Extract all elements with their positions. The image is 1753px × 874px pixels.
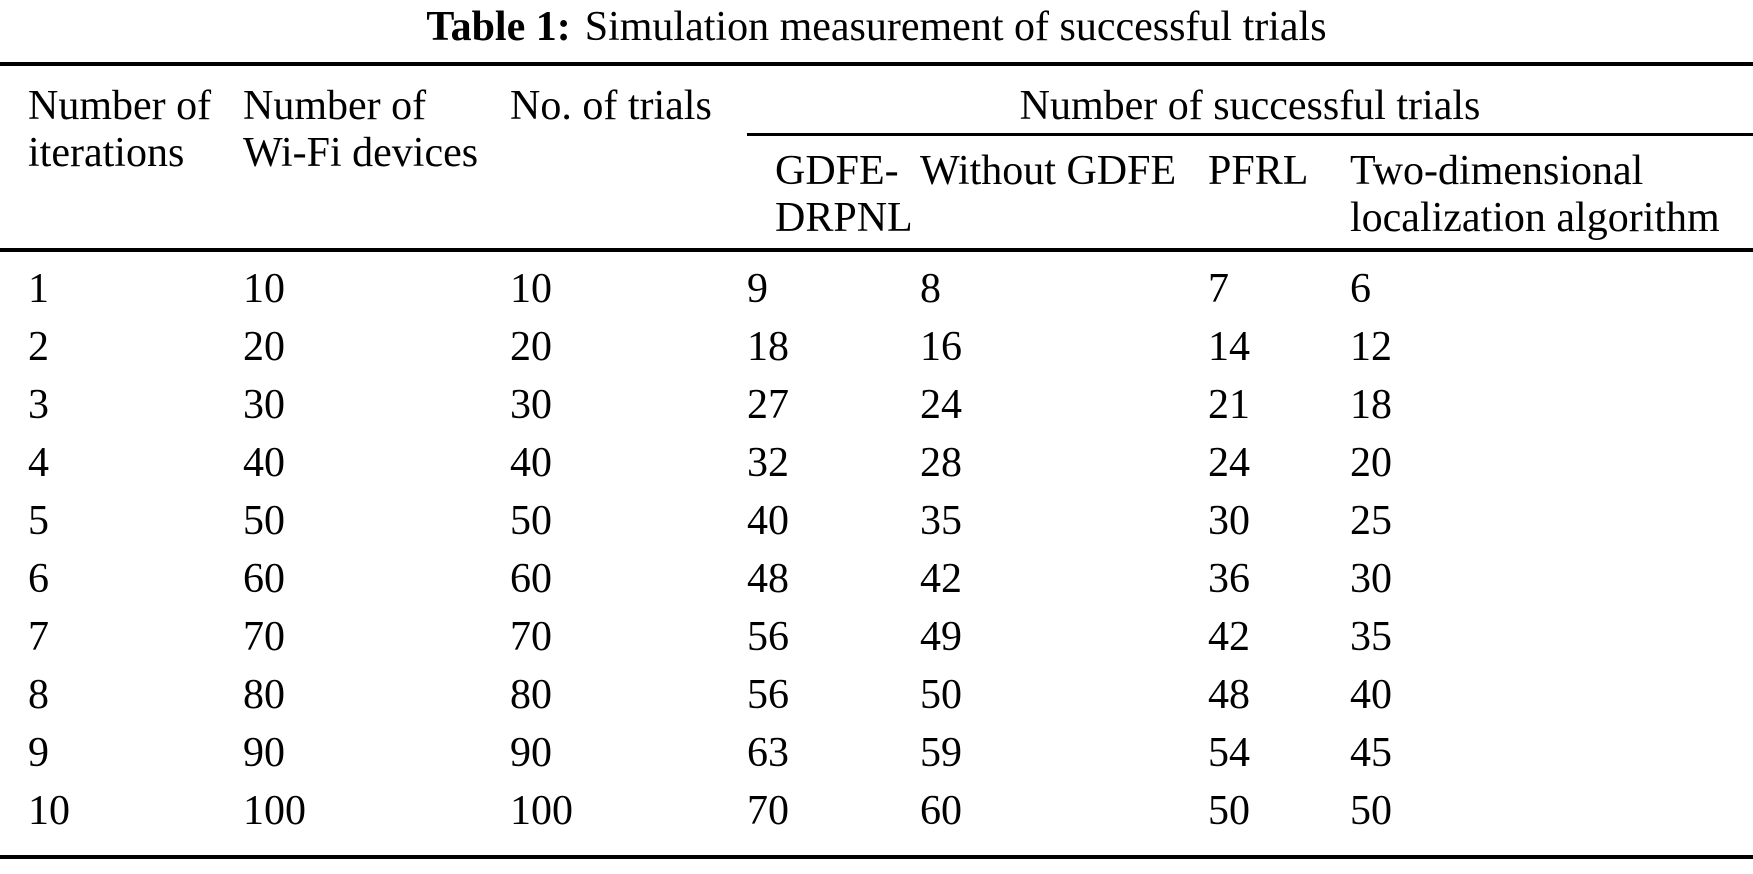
- simulation-results-table: Number of iterations Number of Wi-Fi dev…: [0, 62, 1753, 859]
- table-cell: 24: [920, 382, 962, 428]
- table-cell: 100: [510, 788, 573, 834]
- header-row-sub: GDFE- DRPNL Without GDFE PFRL Two-dimens…: [0, 134, 1753, 250]
- table-cell: 20: [243, 324, 285, 370]
- table-body: 1 10 10 9 8 7 6 2 20 20 18 16 14 12 3 30…: [0, 250, 1753, 857]
- table-cell: 24: [1208, 440, 1250, 486]
- column-header-pfrl: PFRL: [1208, 147, 1309, 194]
- table-cell: 42: [1208, 614, 1250, 660]
- table-cell: 30: [510, 382, 552, 428]
- table-cell: 56: [747, 614, 789, 660]
- table-cell: 50: [1208, 788, 1250, 834]
- table-cell: 48: [1208, 672, 1250, 718]
- table-cell: 21: [1208, 382, 1250, 428]
- table-cell: 60: [243, 556, 285, 602]
- table-cell: 7: [1208, 266, 1229, 312]
- table-row: 4 40 40 32 28 24 20: [0, 434, 1753, 492]
- table-cell: 70: [747, 788, 789, 834]
- table-cell: 56: [747, 672, 789, 718]
- table-cell: 42: [920, 556, 962, 602]
- column-header-iterations: Number of iterations: [28, 83, 212, 176]
- table-cell: 18: [1350, 382, 1392, 428]
- table-cell: 70: [510, 614, 552, 660]
- table-cell: 12: [1350, 324, 1392, 370]
- table-cell: 20: [1350, 440, 1392, 486]
- table-cell: 27: [747, 382, 789, 428]
- table-cell: 59: [920, 730, 962, 776]
- table-cell: 32: [747, 440, 789, 486]
- table-cell: 6: [28, 556, 49, 602]
- table-cell: 54: [1208, 730, 1250, 776]
- table-cell: 40: [243, 440, 285, 486]
- table-cell: 50: [1350, 788, 1392, 834]
- column-header-wifi-devices: Number of Wi-Fi devices: [243, 83, 479, 176]
- column-header-without-gdfe: Without GDFE: [920, 147, 1177, 194]
- table-cell: 4: [28, 440, 49, 486]
- table-caption: Table 1: Simulation measurement of succes…: [0, 0, 1753, 62]
- table-row: 6 60 60 48 42 36 30: [0, 550, 1753, 608]
- table-cell: 36: [1208, 556, 1250, 602]
- table-cell: 30: [1208, 498, 1250, 544]
- table-caption-label: Table 1:: [426, 4, 571, 50]
- table-cell: 60: [920, 788, 962, 834]
- table-cell: 50: [243, 498, 285, 544]
- table-cell: 20: [510, 324, 552, 370]
- table-caption-text: Simulation measurement of successful tri…: [584, 4, 1327, 50]
- table-row: 3 30 30 27 24 21 18: [0, 376, 1753, 434]
- table-cell: 30: [243, 382, 285, 428]
- table-cell: 18: [747, 324, 789, 370]
- table-cell: 25: [1350, 498, 1392, 544]
- table-header: Number of iterations Number of Wi-Fi dev…: [0, 64, 1753, 250]
- table-cell: 80: [510, 672, 552, 718]
- table-cell: 10: [510, 266, 552, 312]
- column-group-successful-trials: Number of successful trials: [747, 64, 1753, 136]
- table-row: 1 10 10 9 8 7 6: [0, 250, 1753, 318]
- table-cell: 49: [920, 614, 962, 660]
- table-row: 10 100 100 70 60 50 50: [0, 782, 1753, 857]
- header-row-top: Number of iterations Number of Wi-Fi dev…: [0, 64, 1753, 176]
- table-cell: 9: [28, 730, 49, 776]
- table-cell: 14: [1208, 324, 1250, 370]
- table-cell: 90: [243, 730, 285, 776]
- table-cell: 7: [28, 614, 49, 660]
- table-row: 5 50 50 40 35 30 25: [0, 492, 1753, 550]
- table-cell: 48: [747, 556, 789, 602]
- table-cell: 28: [920, 440, 962, 486]
- column-header-gdfe-drpnl: GDFE- DRPNL: [775, 147, 913, 241]
- table-cell: 16: [920, 324, 962, 370]
- table-cell: 50: [920, 672, 962, 718]
- table-cell: 70: [243, 614, 285, 660]
- column-header-no-of-trials: No. of trials: [510, 83, 712, 129]
- table-cell: 6: [1350, 266, 1371, 312]
- table-cell: 35: [920, 498, 962, 544]
- table-cell: 9: [747, 266, 768, 312]
- table-cell: 63: [747, 730, 789, 776]
- table-cell: 8: [28, 672, 49, 718]
- table-cell: 40: [747, 498, 789, 544]
- table-row: 2 20 20 18 16 14 12: [0, 318, 1753, 376]
- table-row: 8 80 80 56 50 48 40: [0, 666, 1753, 724]
- table-cell: 10: [243, 266, 285, 312]
- table-row: 9 90 90 63 59 54 45: [0, 724, 1753, 782]
- table-cell: 1: [28, 266, 49, 312]
- table-cell: 3: [28, 382, 49, 428]
- table-cell: 40: [1350, 672, 1392, 718]
- table-cell: 40: [510, 440, 552, 486]
- table-row: 7 70 70 56 49 42 35: [0, 608, 1753, 666]
- table-cell: 100: [243, 788, 306, 834]
- column-header-two-dimensional: Two-dimensional localization algorithm: [1350, 147, 1720, 241]
- table-cell: 2: [28, 324, 49, 370]
- table-cell: 45: [1350, 730, 1392, 776]
- table-cell: 10: [28, 788, 70, 834]
- table-cell: 8: [920, 266, 941, 312]
- table-cell: 90: [510, 730, 552, 776]
- table-cell: 50: [510, 498, 552, 544]
- table-cell: 5: [28, 498, 49, 544]
- table-cell: 30: [1350, 556, 1392, 602]
- table-cell: 35: [1350, 614, 1392, 660]
- table-cell: 60: [510, 556, 552, 602]
- table-cell: 80: [243, 672, 285, 718]
